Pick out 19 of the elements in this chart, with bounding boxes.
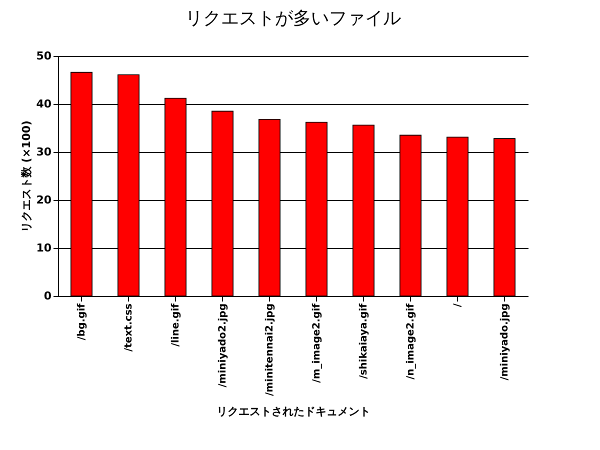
x-tick-label: /bg.gif xyxy=(76,302,88,340)
x-tick-label: /m_image2.gif xyxy=(312,302,322,383)
x-tick-label: /miniyado2.jpg xyxy=(218,304,228,388)
chart-title: リクエストが多いファイル xyxy=(185,8,401,29)
x-tick-label: /minitennai2.jpg xyxy=(264,304,276,396)
y-tick-label: 30 xyxy=(36,146,52,158)
x-tick-label: /text.css xyxy=(124,303,134,352)
x-tick-label: /shikaiaya.gif xyxy=(358,302,370,379)
y-tick-label: 50 xyxy=(36,50,52,62)
x-tick-label: /miniyado.jpg xyxy=(500,304,510,380)
x-tick-label: / xyxy=(452,303,464,308)
y-tick-label: 0 xyxy=(44,290,52,302)
x-tick-label: /line.gif xyxy=(170,302,182,347)
y-axis-title: リクエスト数 (×100) xyxy=(20,120,34,233)
x-axis-title: リクエストされたドキュメント xyxy=(216,405,370,418)
x-tick-label: /n_image2.gif xyxy=(406,302,416,380)
y-tick-label: 10 xyxy=(36,242,52,254)
y-tick-label: 40 xyxy=(36,98,52,110)
y-tick-label: 20 xyxy=(36,194,52,206)
